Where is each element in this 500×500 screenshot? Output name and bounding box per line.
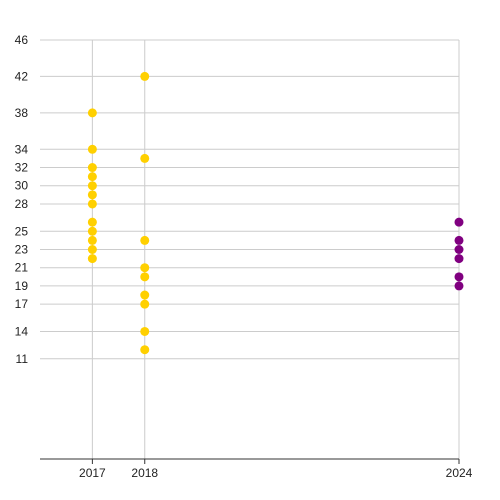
data-point-series-0 [140,235,150,245]
y-tick-label: 34 [15,142,29,156]
data-point-series-0 [140,326,150,336]
data-point-series-1 [454,245,464,254]
data-point-series-0 [87,226,97,236]
y-tick-label: 14 [15,324,29,338]
data-point-series-0 [87,199,97,209]
data-point-series-0 [140,71,150,81]
data-point-series-0 [87,172,97,182]
y-tick-label: 28 [15,197,29,211]
data-point-series-0 [87,108,97,118]
y-tick-label: 21 [15,261,29,275]
data-point-series-1 [454,235,464,245]
x-tick-labels: 2017 2018 2024 [79,466,473,480]
data-point-series-0 [140,153,150,163]
data-point-series-0 [140,299,150,309]
y-tick-label: 17 [15,297,29,311]
data-point-series-0 [87,181,97,191]
data-point-series-0 [87,163,97,173]
y-tick-label: 19 [15,279,29,293]
data-point-series-1 [454,254,464,264]
data-point-series-0 [87,245,97,254]
data-point-series-0 [140,345,150,355]
y-tick-labels: 11 14 17 19 21 23 25 28 30 32 34 38 42 46 [15,33,29,366]
x-tick-label: 2024 [446,466,473,480]
data-point-series-1 [454,272,464,282]
data-point-series-0 [87,254,97,264]
y-tick-label: 30 [15,179,29,193]
x-tick-label: 2017 [79,466,106,480]
data-point-series-0 [140,272,150,282]
data-points [87,71,464,355]
data-point-series-1 [454,281,464,291]
grid [40,39,460,459]
y-tick-label: 42 [15,69,29,83]
data-point-series-0 [87,144,97,154]
x-tick-label: 2018 [131,466,158,480]
y-tick-label: 11 [16,352,29,366]
data-point-series-0 [87,190,97,200]
y-tick-label: 46 [15,33,29,47]
data-point-series-0 [140,263,150,273]
data-point-series-1 [454,217,464,227]
data-point-series-0 [87,217,97,227]
y-tick-label: 32 [15,161,29,175]
y-tick-label: 38 [15,106,29,120]
data-point-series-0 [140,290,150,300]
y-tick-label: 23 [15,243,29,257]
y-tick-label: 25 [15,224,29,238]
axes [40,458,460,464]
data-point-series-0 [87,235,97,245]
